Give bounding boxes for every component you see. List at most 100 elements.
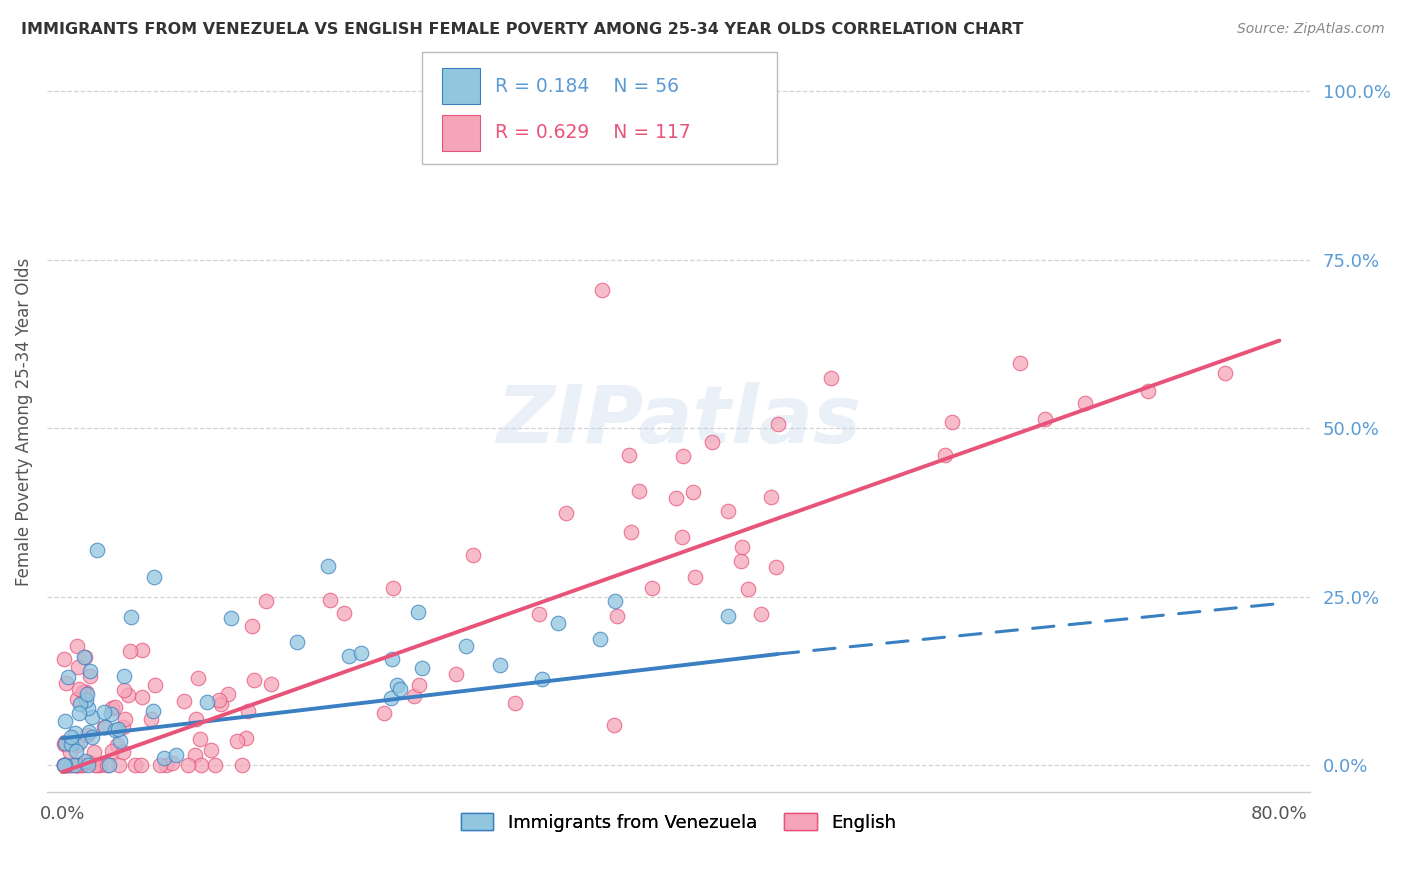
- Point: [589, 632, 612, 646]
- Point: [52, 737, 75, 751]
- Point: [602, 718, 624, 732]
- Point: [683, 570, 706, 584]
- Point: [765, 559, 787, 574]
- Point: [489, 658, 512, 673]
- Point: [388, 682, 411, 697]
- Point: [187, 671, 209, 685]
- Point: [65, 691, 87, 706]
- Point: [165, 748, 187, 763]
- Point: [173, 694, 195, 708]
- Point: [100, 707, 122, 722]
- Point: [162, 756, 184, 771]
- Point: [75, 685, 97, 699]
- Text: Source: ZipAtlas.com: Source: ZipAtlas.com: [1237, 22, 1385, 37]
- Point: [65, 758, 87, 772]
- Point: [444, 667, 467, 681]
- Point: [59, 730, 82, 744]
- Point: [100, 744, 122, 758]
- Point: [454, 639, 477, 653]
- Point: [53, 758, 76, 772]
- Point: [730, 554, 752, 568]
- Point: [66, 758, 89, 772]
- Point: [76, 728, 98, 742]
- Point: [77, 701, 100, 715]
- Point: [52, 651, 75, 665]
- Point: [142, 569, 165, 583]
- Point: [53, 758, 76, 772]
- Point: [73, 754, 96, 768]
- Point: [547, 616, 569, 631]
- Point: [89, 758, 111, 772]
- Point: [620, 524, 643, 539]
- Point: [111, 745, 134, 759]
- Point: [69, 697, 91, 711]
- Point: [131, 643, 153, 657]
- Point: [404, 689, 426, 703]
- Point: [671, 529, 693, 543]
- Point: [52, 758, 75, 772]
- Point: [373, 706, 395, 720]
- Point: [820, 370, 842, 384]
- Point: [503, 696, 526, 710]
- Point: [104, 723, 127, 738]
- Point: [155, 758, 177, 772]
- Point: [70, 758, 93, 772]
- Point: [131, 690, 153, 704]
- Point: [80, 710, 103, 724]
- Point: [53, 735, 76, 749]
- Point: [260, 677, 283, 691]
- Point: [63, 758, 86, 772]
- Point: [73, 649, 96, 664]
- Point: [129, 758, 152, 772]
- Point: [759, 491, 782, 505]
- Point: [605, 594, 627, 608]
- Point: [350, 647, 373, 661]
- Point: [66, 659, 89, 673]
- Bar: [441, 69, 479, 104]
- Point: [177, 758, 200, 772]
- Point: [55, 737, 77, 751]
- Text: IMMIGRANTS FROM VENEZUELA VS ENGLISH FEMALE POVERTY AMONG 25-34 YEAR OLDS CORREL: IMMIGRANTS FROM VENEZUELA VS ENGLISH FEM…: [21, 22, 1024, 37]
- Point: [142, 705, 165, 719]
- Point: [55, 675, 77, 690]
- Point: [114, 712, 136, 726]
- Point: [217, 687, 239, 701]
- Point: [120, 644, 142, 658]
- Point: [190, 758, 212, 772]
- Point: [606, 608, 628, 623]
- Point: [76, 755, 98, 769]
- Point: [235, 731, 257, 746]
- Point: [188, 732, 211, 747]
- Text: ZIPatlas: ZIPatlas: [496, 383, 860, 460]
- Point: [208, 693, 231, 707]
- Point: [63, 758, 86, 772]
- Point: [717, 608, 740, 623]
- Point: [682, 484, 704, 499]
- Point: [702, 435, 724, 450]
- Point: [672, 449, 695, 463]
- Point: [385, 678, 408, 692]
- Point: [101, 701, 124, 715]
- Point: [242, 673, 264, 687]
- Point: [83, 745, 105, 759]
- Point: [591, 283, 613, 297]
- Point: [69, 735, 91, 749]
- Point: [463, 548, 485, 562]
- Point: [411, 661, 433, 675]
- Point: [96, 758, 118, 772]
- Point: [285, 635, 308, 649]
- Point: [236, 705, 259, 719]
- Point: [86, 758, 108, 772]
- Point: [97, 758, 120, 772]
- Point: [93, 705, 115, 719]
- Point: [104, 700, 127, 714]
- Point: [55, 758, 77, 772]
- Point: [226, 733, 249, 747]
- Point: [200, 743, 222, 757]
- Point: [56, 757, 79, 772]
- Point: [76, 758, 98, 772]
- Point: [117, 688, 139, 702]
- Point: [619, 448, 641, 462]
- Point: [665, 491, 688, 505]
- Point: [408, 678, 430, 692]
